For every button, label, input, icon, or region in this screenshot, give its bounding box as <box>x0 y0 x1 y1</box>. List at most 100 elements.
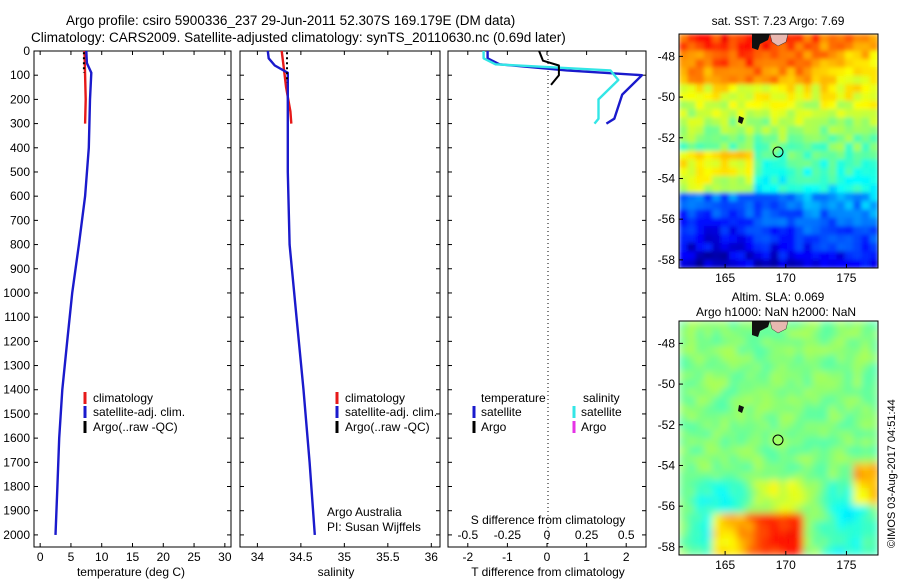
heatmap-cell <box>844 404 854 414</box>
heatmap-cell <box>720 109 730 119</box>
heatmap-cell <box>761 134 771 144</box>
heatmap-cell <box>819 421 829 431</box>
heatmap-cell <box>844 329 854 339</box>
heatmap-cell <box>828 337 838 347</box>
heatmap-cell <box>844 538 854 548</box>
heatmap-cell <box>770 379 780 389</box>
heatmap-cell <box>844 479 854 489</box>
heatmap-cell <box>844 50 854 60</box>
heatmap-cell <box>828 504 838 514</box>
heatmap-cell <box>844 42 854 52</box>
heatmap-cell <box>803 159 813 169</box>
heatmap-cell <box>695 438 705 447</box>
heatmap-cell <box>819 242 829 252</box>
heatmap-cell <box>770 226 780 236</box>
heatmap-cell <box>778 176 788 186</box>
heatmap-cell <box>737 109 746 119</box>
land-islands <box>738 34 789 124</box>
heatmap-cell <box>819 84 829 94</box>
heatmap-cell <box>853 50 863 60</box>
heatmap-cell <box>869 446 878 456</box>
heatmap-cell <box>778 529 788 539</box>
legend-label-sal-satellite: satellite <box>581 405 622 419</box>
heatmap-cell <box>728 479 738 489</box>
heatmap-cell <box>753 396 763 406</box>
heatmap-cell <box>803 446 813 456</box>
heatmap-cell <box>803 217 813 227</box>
heatmap-cell <box>803 488 813 498</box>
heatmap-cell <box>753 167 763 177</box>
heatmap-cell <box>819 454 829 464</box>
heatmap-cell <box>737 463 746 473</box>
heatmap-cell <box>695 42 705 52</box>
heatmap-cell <box>703 217 713 227</box>
heatmap-cell <box>828 259 838 268</box>
y-tick-label: 300 <box>10 117 30 131</box>
map-y-tick-label: -48 <box>658 336 676 350</box>
heatmap-cell <box>770 109 780 119</box>
heatmap-cell <box>803 362 813 372</box>
heatmap-cell <box>844 488 854 498</box>
heatmap-cell <box>853 67 863 77</box>
heatmap-cell <box>811 371 821 381</box>
heatmap-cell <box>703 379 713 389</box>
heatmap-cell <box>679 242 688 252</box>
heatmap-cell <box>869 438 878 447</box>
heatmap-cell <box>745 438 755 447</box>
heatmap-cell <box>778 454 788 464</box>
heatmap-cell <box>836 59 846 69</box>
heatmap-cell <box>861 226 871 236</box>
heatmap-cell <box>679 538 688 548</box>
heatmap-cell <box>687 217 697 227</box>
heatmap-cell <box>728 184 738 194</box>
heatmap-cell <box>695 362 705 372</box>
legend-label-sal-argo: Argo <box>581 420 607 434</box>
heatmap-cell <box>819 259 829 268</box>
heatmap-cell <box>753 176 763 186</box>
map-x-tick-label: 175 <box>836 271 856 285</box>
heatmap-cell <box>737 329 746 339</box>
heatmap-cell <box>803 354 813 364</box>
heatmap-cell <box>679 513 688 523</box>
heatmap-cell <box>695 142 705 152</box>
land-mass-top <box>752 34 770 50</box>
heatmap-cell <box>778 151 788 160</box>
heatmap-cell <box>753 226 763 236</box>
heatmap-cell <box>803 496 813 506</box>
heatmap-cell <box>753 50 763 60</box>
heatmap-cell <box>737 412 746 422</box>
heatmap-cell <box>844 438 854 447</box>
heatmap-cell <box>828 192 838 202</box>
heatmap-cell <box>687 412 697 422</box>
heatmap-cell <box>703 362 713 372</box>
heatmap-cell <box>695 521 705 531</box>
heatmap-cell <box>679 201 688 211</box>
heatmap-cell <box>836 329 846 339</box>
y-tick-label: 600 <box>10 189 30 203</box>
heatmap-cell <box>687 463 697 473</box>
heatmap-cell <box>795 151 804 160</box>
heatmap-cell <box>795 454 804 464</box>
legend-label-climatology: climatology <box>93 391 153 405</box>
heatmap-cell <box>695 513 705 523</box>
heatmap-cell <box>687 167 697 177</box>
heatmap-cell <box>861 346 871 356</box>
heatmap-cell <box>737 100 746 110</box>
heatmap-cell <box>778 396 788 406</box>
legend-label-climatology: climatology <box>345 391 405 405</box>
heatmap-cell <box>836 454 846 464</box>
heatmap-cell <box>819 201 829 211</box>
heatmap-cell <box>861 488 871 498</box>
heatmap-cell <box>695 184 705 194</box>
heatmap-cell <box>695 354 705 364</box>
heatmap-cell <box>836 192 846 202</box>
heatmap-cell <box>778 50 788 60</box>
heatmap-cell <box>778 412 788 422</box>
heatmap-cell <box>803 438 813 447</box>
heatmap-cell <box>737 125 746 135</box>
heatmap-cell <box>679 404 688 414</box>
heatmap-cell <box>819 504 829 514</box>
heatmap-cell <box>844 529 854 539</box>
argo-position-marker <box>772 146 784 158</box>
heatmap-cell <box>737 321 746 330</box>
